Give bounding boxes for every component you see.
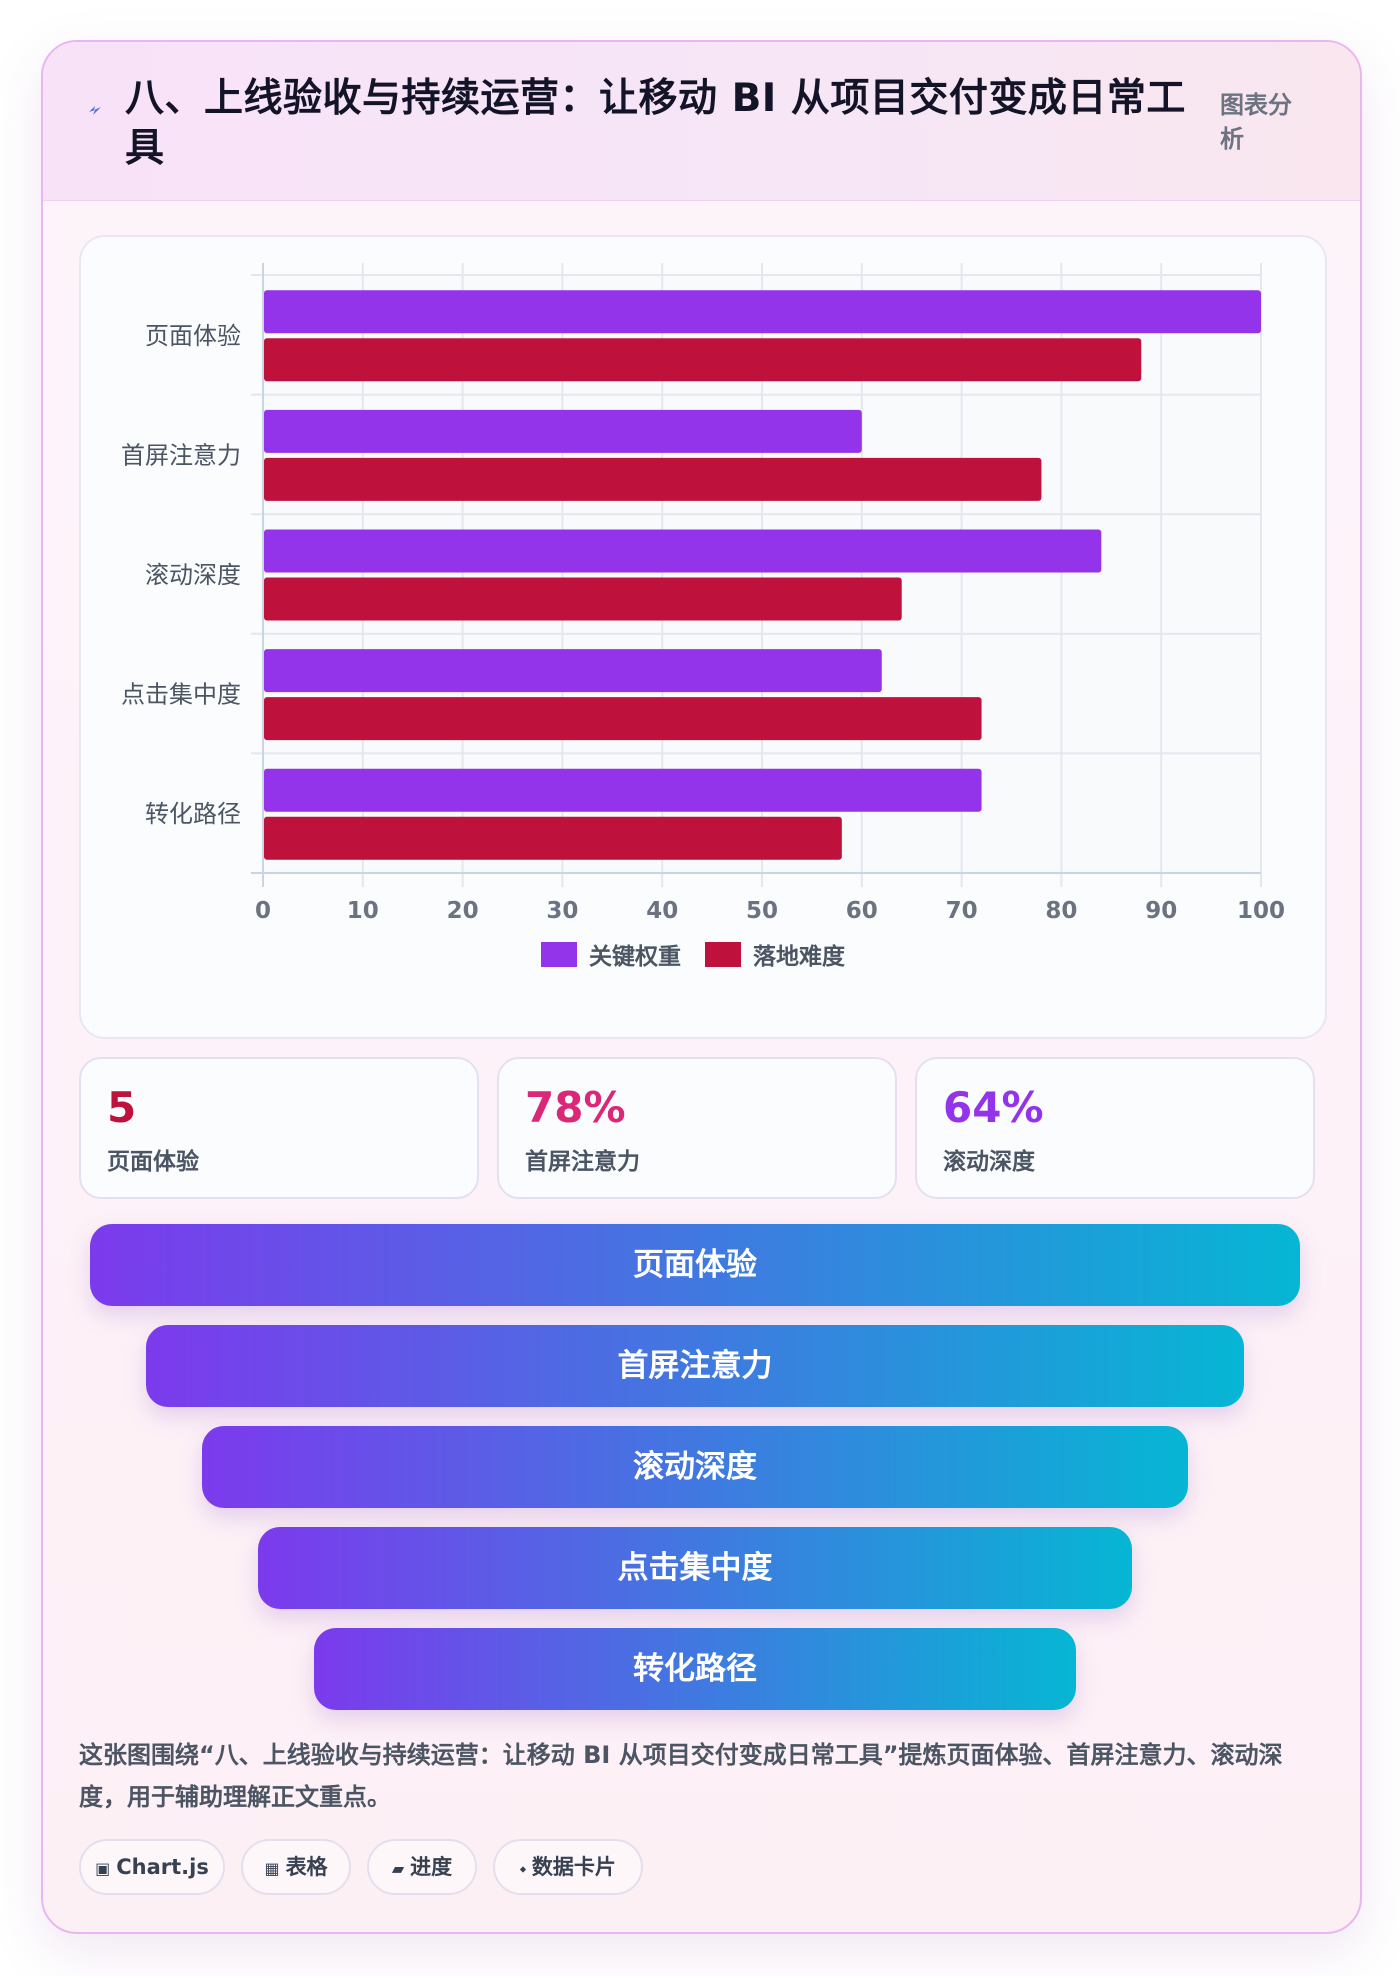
chip-label: Chart.js: [116, 1855, 209, 1879]
progress-icon: ▰: [391, 1859, 405, 1878]
funnel-step: 首屏注意力: [146, 1325, 1244, 1407]
bar: [264, 816, 842, 860]
legend-label: 关键权重: [589, 943, 681, 970]
stat-label: 首屏注意力: [525, 1149, 640, 1175]
x-tick-label: 100: [1237, 898, 1285, 924]
funnel-step: 转化路径: [314, 1628, 1076, 1710]
funnel: 页面体验 首屏注意力 滚动深度 点击集中度 转化路径: [43, 1224, 1360, 1724]
stat-label: 滚动深度: [943, 1149, 1035, 1175]
funnel-step: 滚动深度: [202, 1426, 1188, 1508]
x-tick-label: 80: [1045, 898, 1077, 924]
stat-card: 64% 滚动深度: [915, 1057, 1315, 1199]
legend-label: 落地难度: [753, 943, 846, 970]
chip-label: 进度: [410, 1855, 453, 1879]
stat-value: 78%: [525, 1083, 626, 1132]
lightning-icon: [83, 98, 107, 122]
bar: [264, 409, 862, 453]
legend-swatch: [541, 942, 577, 967]
page-title: 八、上线验收与持续运营：让移动 BI 从项目交付变成日常工具: [125, 76, 1186, 171]
bar: [264, 697, 982, 741]
x-tick-label: 30: [546, 898, 578, 924]
funnel-step: 点击集中度: [258, 1527, 1132, 1609]
x-tick-label: 90: [1145, 898, 1177, 924]
y-tick-label: 点击集中度: [121, 681, 241, 709]
y-tick-label: 首屏注意力: [121, 441, 241, 469]
x-tick-label: 50: [746, 898, 778, 924]
stat-card: 78% 首屏注意力: [497, 1057, 897, 1199]
x-tick-label: 60: [846, 898, 878, 924]
chip-table[interactable]: ▦ 表格: [241, 1839, 351, 1895]
stat-label: 页面体验: [107, 1149, 199, 1175]
x-tick-label: 40: [646, 898, 678, 924]
stat-value: 5: [107, 1083, 137, 1132]
bar: [264, 457, 1042, 501]
card-header: 八、上线验收与持续运营：让移动 BI 从项目交付变成日常工具 图表分析: [43, 42, 1360, 201]
chip-data-card[interactable]: ⬩ 数据卡片: [493, 1839, 643, 1895]
chart-panel: 0 10 20 30 40 50 60 70 80 90 100 页面体验首屏注意力滚动深度点击集中度…: [79, 235, 1327, 1039]
y-tick-label: 滚动深度: [145, 561, 241, 589]
y-tick-label: 转化路径: [145, 800, 241, 828]
bar: [264, 338, 1142, 382]
summary-text: 这张图围绕“八、上线验收与持续运营：让移动 BI 从项目交付变成日常工具”提炼页…: [79, 1741, 1283, 1811]
x-tick-label: 70: [946, 898, 978, 924]
header-tag: 图表分析: [1220, 91, 1292, 153]
x-tick-label: 10: [347, 898, 379, 924]
x-tick-label: 0: [255, 898, 271, 924]
funnel-step: 页面体验: [90, 1224, 1300, 1306]
y-tick-label: 页面体验: [145, 322, 241, 350]
diamond-icon: ⬩: [520, 1859, 526, 1878]
table-icon: ▦: [264, 1859, 280, 1878]
bar: [264, 768, 982, 812]
chart-card: 八、上线验收与持续运营：让移动 BI 从项目交付变成日常工具 图表分析 0 10 2…: [41, 40, 1362, 1934]
legend-swatch: [705, 942, 741, 967]
stat-cards: 5 页面体验 78% 首屏注意力 64% 滚动深度: [79, 1057, 1323, 1199]
bar: [264, 529, 1102, 573]
stat-value: 64%: [943, 1083, 1044, 1132]
chip-label: 数据卡片: [531, 1855, 616, 1879]
bar: [264, 649, 882, 693]
chip-chartjs[interactable]: ▣ Chart.js: [79, 1839, 225, 1895]
chip-label: 表格: [285, 1855, 328, 1879]
bar: [264, 577, 902, 621]
chip-progress[interactable]: ▰ 进度: [367, 1839, 477, 1895]
bar-chart: 0 10 20 30 40 50 60 70 80 90 100 页面体验首屏注意力滚动深度点击集中度…: [121, 263, 1285, 970]
chart-icon: ▣: [95, 1859, 111, 1878]
x-tick-label: 20: [447, 898, 479, 924]
stat-card: 5 页面体验: [79, 1057, 479, 1199]
bar: [264, 290, 1261, 334]
